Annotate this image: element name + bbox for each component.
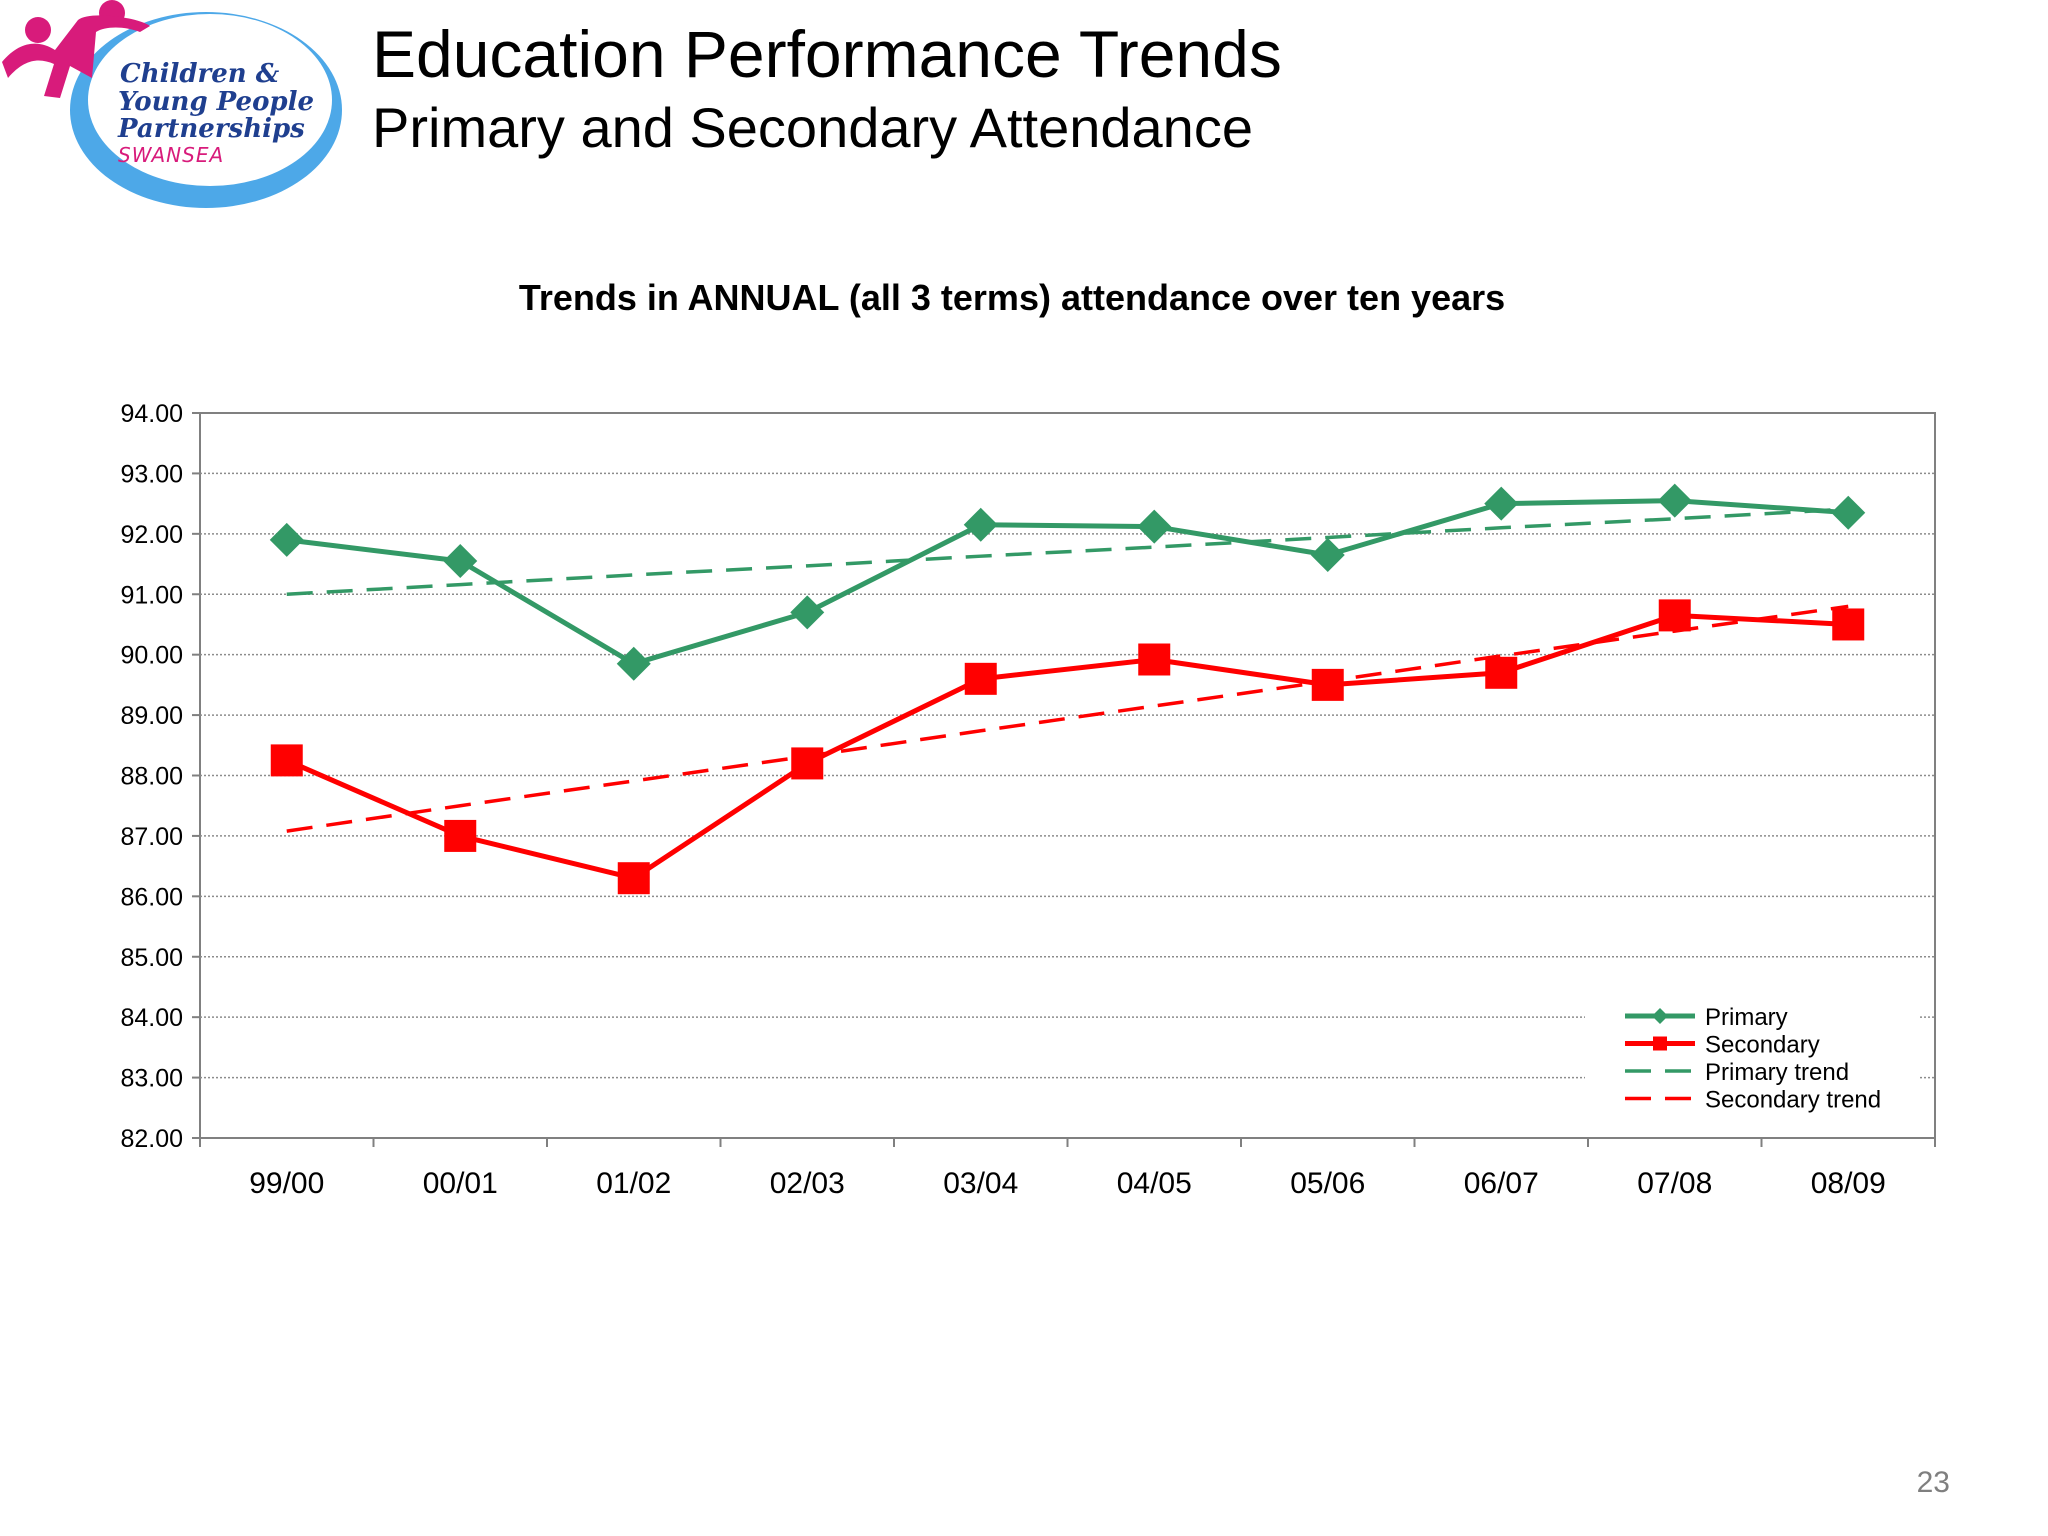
data-point-primary — [1831, 495, 1866, 530]
logo-text-line4: SWANSEA — [118, 143, 224, 167]
y-tick-label: 86.00 — [120, 883, 183, 911]
logo-text-line1: Children & — [120, 59, 280, 89]
data-point-primary — [1137, 509, 1172, 544]
logo-figures — [2, 0, 150, 98]
y-tick-label: 92.00 — [120, 521, 183, 549]
x-tick-label: 04/05 — [1117, 1167, 1192, 1200]
x-tick-label: 01/02 — [596, 1167, 671, 1200]
x-tick-label: 00/01 — [423, 1167, 498, 1200]
data-point-secondary — [1138, 643, 1171, 676]
data-point-primary — [1310, 537, 1345, 572]
series-line-primary-trend — [286, 507, 1849, 596]
x-tick-label: 08/09 — [1811, 1167, 1886, 1200]
legend-label: Primary — [1705, 1004, 1788, 1031]
data-point-secondary — [1311, 668, 1344, 701]
y-tick-label: 89.00 — [120, 702, 183, 730]
data-point-primary — [790, 595, 825, 630]
y-tick-label: 83.00 — [120, 1065, 183, 1093]
data-point-secondary — [1832, 608, 1865, 641]
x-tick-label: 99/00 — [249, 1167, 324, 1200]
data-point-primary — [269, 522, 304, 557]
x-tick-label: 05/06 — [1290, 1167, 1365, 1200]
data-point-primary — [616, 646, 651, 681]
data-point-secondary — [444, 819, 477, 852]
y-tick-label: 94.00 — [120, 400, 183, 428]
legend-label: Secondary — [1705, 1032, 1820, 1059]
children-young-people-partnerships-logo: Children & Young People Partnerships SWA… — [2, 0, 342, 208]
legend-marker-square — [1653, 1036, 1667, 1051]
page-number: 23 — [1916, 1466, 1950, 1499]
legend-label: Primary trend — [1705, 1059, 1849, 1086]
x-tick-label: 02/03 — [770, 1167, 845, 1200]
logo-text-line3: Partnerships — [117, 114, 305, 144]
x-tick-label: 03/04 — [943, 1167, 1018, 1200]
page-subtitle: Primary and Secondary Attendance — [372, 96, 1253, 159]
page-title: Education Performance Trends — [372, 17, 1282, 91]
data-point-primary — [1657, 483, 1692, 518]
data-point-secondary — [964, 662, 997, 695]
data-point-secondary — [617, 862, 650, 895]
series-line-primary — [286, 498, 1849, 667]
y-tick-label: 90.00 — [120, 642, 183, 670]
data-point-primary — [443, 544, 478, 579]
data-point-secondary — [1485, 656, 1518, 689]
y-tick-label: 85.00 — [120, 944, 183, 972]
x-tick-label: 06/07 — [1464, 1167, 1539, 1200]
y-tick-label: 91.00 — [120, 581, 183, 609]
data-point-primary — [1484, 486, 1519, 521]
legend-marker-diamond — [1652, 1008, 1668, 1024]
y-tick-label: 93.00 — [120, 460, 183, 488]
chart-title: Trends in ANNUAL (all 3 terms) attendanc… — [519, 277, 1505, 318]
y-tick-label: 82.00 — [120, 1125, 183, 1153]
y-tick-label: 87.00 — [120, 823, 183, 851]
data-point-secondary — [791, 747, 824, 780]
series-line-secondary-trend — [286, 604, 1849, 833]
data-point-primary — [963, 507, 998, 542]
legend-background — [1585, 1003, 1920, 1121]
x-tick-label: 07/08 — [1637, 1167, 1712, 1200]
logo-text-line2: Young People — [118, 87, 314, 117]
y-tick-label: 88.00 — [120, 763, 183, 791]
legend-label: Secondary trend — [1705, 1087, 1881, 1114]
data-point-secondary — [270, 744, 303, 777]
logo-ellipse-inner — [88, 14, 332, 186]
y-tick-label: 84.00 — [120, 1004, 183, 1032]
data-point-secondary — [1658, 599, 1691, 632]
series-line-secondary — [285, 612, 1849, 881]
